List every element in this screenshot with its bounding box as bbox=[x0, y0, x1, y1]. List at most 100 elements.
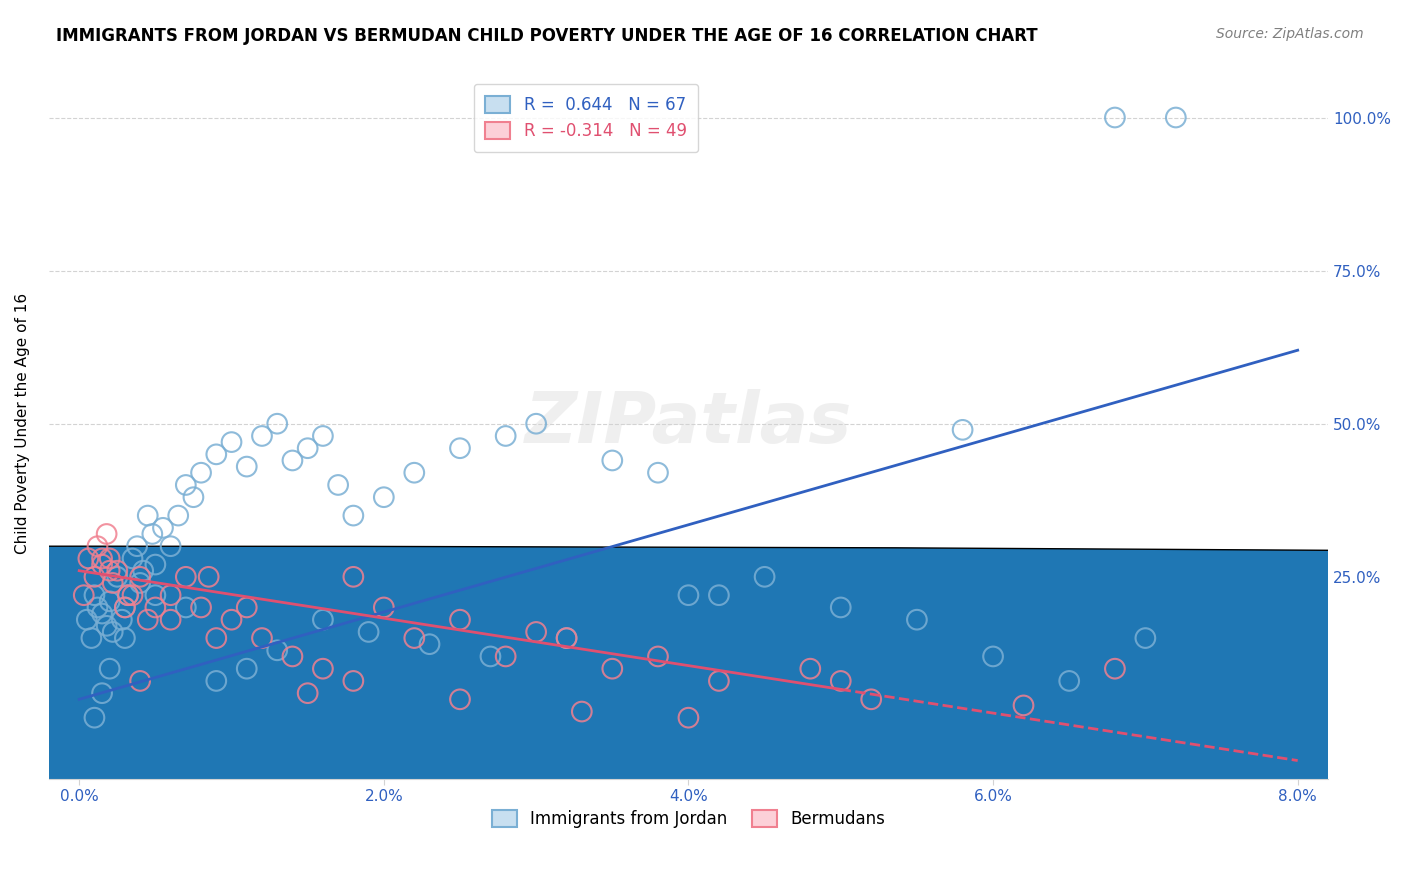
Point bbox=[114, 631, 136, 645]
Point bbox=[326, 478, 349, 492]
Point bbox=[221, 435, 243, 450]
Point bbox=[555, 631, 578, 645]
Point bbox=[76, 613, 98, 627]
Point bbox=[678, 588, 700, 602]
Text: Source: ZipAtlas.com: Source: ZipAtlas.com bbox=[1216, 27, 1364, 41]
Point bbox=[555, 631, 578, 645]
Point bbox=[281, 649, 304, 664]
Point bbox=[129, 570, 152, 584]
Point bbox=[830, 600, 852, 615]
Point bbox=[1104, 662, 1126, 676]
Text: IMMIGRANTS FROM JORDAN VS BERMUDAN CHILD POVERTY UNDER THE AGE OF 16 CORRELATION: IMMIGRANTS FROM JORDAN VS BERMUDAN CHILD… bbox=[56, 27, 1038, 45]
Point bbox=[114, 600, 136, 615]
Point bbox=[174, 600, 197, 615]
Point bbox=[145, 558, 167, 572]
Point bbox=[404, 466, 426, 480]
Point bbox=[127, 539, 149, 553]
Point bbox=[145, 600, 167, 615]
Point bbox=[132, 564, 155, 578]
Point bbox=[266, 417, 288, 431]
Point bbox=[1135, 631, 1157, 645]
Point bbox=[342, 508, 364, 523]
Point bbox=[86, 600, 108, 615]
Point bbox=[312, 662, 335, 676]
Point bbox=[600, 453, 623, 467]
Point bbox=[86, 539, 108, 553]
Point bbox=[281, 453, 304, 467]
Point bbox=[111, 613, 134, 627]
Point bbox=[449, 441, 471, 455]
Point bbox=[174, 478, 197, 492]
Point bbox=[91, 607, 114, 621]
Point bbox=[136, 613, 159, 627]
Point bbox=[101, 576, 124, 591]
Point bbox=[98, 662, 121, 676]
Point bbox=[373, 490, 395, 504]
Point bbox=[981, 649, 1004, 664]
Point bbox=[121, 551, 143, 566]
Point bbox=[152, 521, 174, 535]
Point bbox=[121, 588, 143, 602]
Point bbox=[449, 613, 471, 627]
Point bbox=[83, 588, 105, 602]
Point bbox=[647, 466, 669, 480]
Point bbox=[101, 624, 124, 639]
Point bbox=[952, 423, 974, 437]
Point bbox=[418, 637, 440, 651]
Text: ZIPatlas: ZIPatlas bbox=[524, 389, 852, 458]
Point bbox=[73, 588, 96, 602]
Point bbox=[159, 588, 181, 602]
Point bbox=[404, 631, 426, 645]
Point bbox=[105, 570, 128, 584]
Point bbox=[96, 619, 118, 633]
Point bbox=[707, 673, 730, 688]
Point bbox=[190, 600, 212, 615]
Point bbox=[266, 643, 288, 657]
Point bbox=[159, 539, 181, 553]
Point bbox=[1104, 111, 1126, 125]
Point bbox=[799, 662, 821, 676]
Point bbox=[235, 459, 257, 474]
Point bbox=[83, 570, 105, 584]
Point bbox=[205, 631, 228, 645]
Point bbox=[297, 441, 319, 455]
Point bbox=[860, 692, 883, 706]
Point bbox=[105, 564, 128, 578]
Point bbox=[83, 711, 105, 725]
Point bbox=[221, 613, 243, 627]
Point bbox=[449, 692, 471, 706]
Point bbox=[524, 624, 547, 639]
Point bbox=[235, 600, 257, 615]
Point bbox=[342, 673, 364, 688]
Point bbox=[205, 447, 228, 461]
Point bbox=[905, 613, 928, 627]
Point bbox=[1012, 698, 1035, 713]
Point bbox=[77, 551, 100, 566]
Legend: Immigrants from Jordan, Bermudans: Immigrants from Jordan, Bermudans bbox=[485, 803, 891, 835]
Point bbox=[174, 570, 197, 584]
Point bbox=[197, 570, 219, 584]
Point bbox=[600, 662, 623, 676]
Point bbox=[524, 417, 547, 431]
Point bbox=[98, 551, 121, 566]
Point bbox=[571, 705, 593, 719]
Point bbox=[129, 576, 152, 591]
Point bbox=[1057, 673, 1080, 688]
Point bbox=[830, 673, 852, 688]
Point bbox=[80, 631, 103, 645]
Point bbox=[117, 588, 139, 602]
Point bbox=[235, 662, 257, 676]
Point bbox=[678, 711, 700, 725]
Point bbox=[141, 527, 163, 541]
FancyBboxPatch shape bbox=[0, 546, 1406, 892]
Point bbox=[167, 508, 190, 523]
Point bbox=[91, 558, 114, 572]
Point bbox=[136, 508, 159, 523]
Point bbox=[98, 594, 121, 608]
Point bbox=[129, 673, 152, 688]
Point bbox=[312, 613, 335, 627]
Point bbox=[250, 429, 273, 443]
Point bbox=[190, 466, 212, 480]
Point bbox=[205, 673, 228, 688]
Point bbox=[1164, 111, 1187, 125]
